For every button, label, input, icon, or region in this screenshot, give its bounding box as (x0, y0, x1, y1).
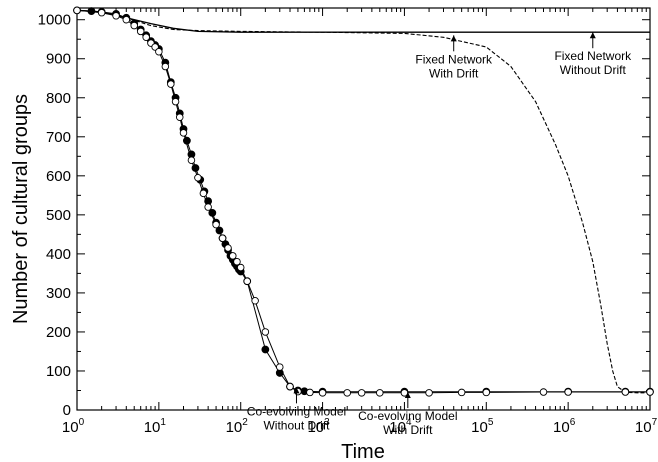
data-point-open (112, 12, 120, 20)
series-line-dashed (76, 9, 650, 394)
x-tick-label: 102 (226, 417, 249, 436)
y-tick-label: 600 (46, 168, 71, 185)
x-tick-label: 101 (144, 417, 167, 436)
data-point-open (167, 80, 175, 88)
data-point-open (343, 389, 351, 397)
data-point-open (136, 27, 145, 36)
annotation-arrow-head (404, 392, 411, 399)
x-tick-exponent: 4 (406, 417, 412, 428)
x-tick-label: 106 (553, 417, 576, 436)
x-tick-exponent: 0 (79, 417, 85, 428)
data-point-open (122, 15, 131, 24)
y-axis-title: Number of cultural groups (10, 94, 32, 324)
data-point-open (646, 388, 654, 396)
y-tick-label: 200 (46, 324, 71, 341)
y-tick-label: 500 (46, 207, 71, 224)
series-line-solid (76, 9, 650, 33)
annotation-arrow-head (450, 35, 457, 42)
data-point-open (212, 220, 220, 229)
x-tick-label: 100 (62, 417, 85, 436)
data-point-open (161, 62, 170, 71)
data-point-open (130, 21, 138, 30)
y-tick-label: 400 (46, 246, 71, 263)
data-point-open (357, 389, 366, 397)
x-tick-exponent: 3 (324, 417, 330, 428)
plot-frame (76, 7, 651, 411)
annotation-label: With Drift (429, 66, 479, 80)
x-tick-exponent: 5 (488, 417, 494, 428)
data-point-open (621, 388, 630, 396)
data-point-open (229, 252, 237, 260)
annotation-label: With Drift (383, 423, 433, 437)
data-point-open (251, 296, 259, 305)
data-point-open (233, 257, 241, 266)
y-tick-label: 1000 (38, 12, 71, 29)
annotation-label: Fixed Network (554, 49, 632, 63)
data-point-open (187, 156, 196, 164)
y-tick-label: 900 (46, 51, 71, 68)
data-point-open (276, 363, 284, 371)
annotation-label: Co-evolving Model (358, 409, 457, 423)
data-point-open (425, 389, 433, 397)
data-point-open (539, 388, 548, 396)
annotation-label: Without Drift (263, 418, 330, 432)
y-tick-label: 700 (46, 129, 71, 146)
data-point-open (142, 33, 150, 42)
data-point-open (564, 388, 572, 396)
annotation-label: Fixed Network (415, 52, 493, 66)
data-point-open (97, 8, 106, 17)
data-point-open (306, 388, 314, 397)
data-point-open (243, 277, 251, 285)
y-tick-label: 300 (46, 285, 71, 302)
x-tick-exponent: 2 (242, 417, 248, 428)
data-point-open (261, 328, 270, 336)
y-tick-label: 0 (63, 402, 71, 419)
data-point-open (376, 389, 384, 397)
data-point-filled (261, 345, 270, 354)
data-point-open (286, 382, 294, 391)
data-point-open (194, 174, 202, 182)
data-point-open (224, 244, 232, 252)
data-point-open (155, 47, 163, 56)
x-tick-exponent: 1 (160, 417, 166, 428)
data-point-open (179, 129, 188, 137)
data-point-open (218, 234, 227, 243)
data-point-open (318, 389, 327, 397)
x-axis-title: Time (341, 441, 385, 462)
data-point-open (73, 6, 81, 15)
x-tick-label: 105 (471, 417, 494, 436)
data-point-open (199, 189, 208, 198)
x-tick-exponent: 6 (570, 417, 576, 428)
annotation-arrow-head (293, 387, 300, 394)
x-tick-exponent: 7 (652, 417, 658, 428)
data-point-open (482, 388, 491, 397)
series-layer (73, 6, 654, 397)
y-tick-label: 100 (46, 363, 71, 380)
annotation-label: Without Drift (560, 63, 627, 77)
data-point-open (204, 203, 212, 211)
data-point-open (171, 97, 180, 106)
data-point-open (176, 113, 184, 122)
y-axis-ticks: 0 100 200 300 400 500 600 700 800 900 1000 (38, 12, 650, 419)
data-point-open (457, 388, 466, 397)
data-point-open (236, 263, 245, 272)
annotation-arrow-head (589, 32, 596, 39)
x-tick-label: 107 (635, 417, 658, 436)
y-tick-label: 800 (46, 90, 71, 107)
annotation-label: Co-evolving Model (247, 404, 346, 418)
